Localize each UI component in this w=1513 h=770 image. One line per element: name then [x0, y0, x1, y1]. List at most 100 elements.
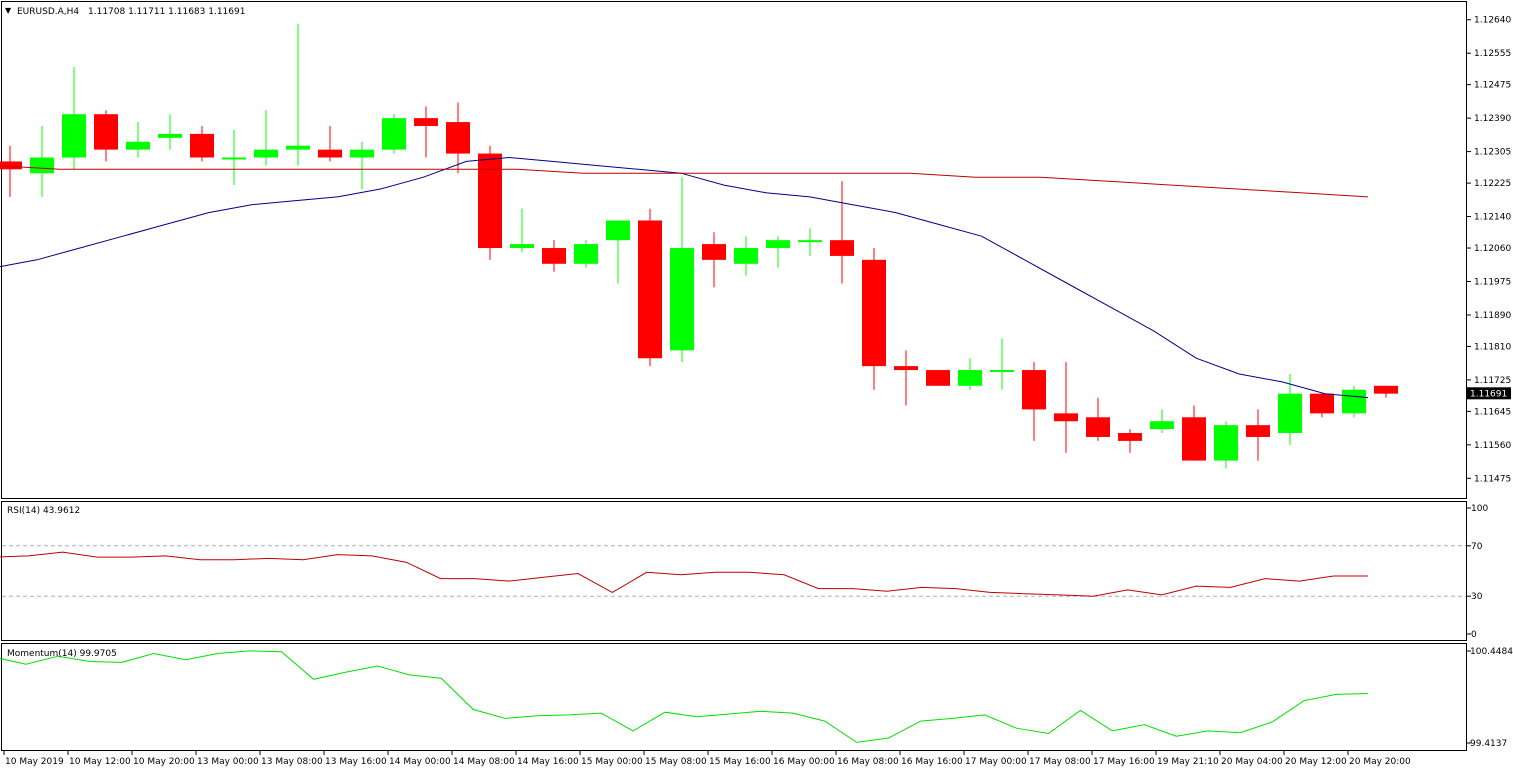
current-price-marker — [1467, 387, 1511, 400]
price-axis-label: 1.11890 — [1474, 311, 1511, 321]
time-axis-label: 16 May 08:00 — [837, 757, 899, 767]
time-axis-label: 19 May 21:10 — [1157, 757, 1219, 767]
candle-body — [1342, 389, 1366, 414]
candle-body — [190, 133, 214, 158]
time-axis-label: 20 May 20:00 — [1349, 757, 1411, 767]
candle-body — [958, 370, 982, 386]
candle-body — [1150, 421, 1174, 430]
price-axis-label: 1.12225 — [1474, 179, 1511, 189]
price-axis-label: 1.12060 — [1474, 244, 1511, 254]
price-layer — [0, 23, 1398, 469]
candle-body — [1246, 425, 1270, 437]
candle-body — [638, 220, 662, 359]
time-axis-label: 17 May 08:00 — [1029, 757, 1091, 767]
candle-body — [862, 259, 886, 367]
candle-body — [1022, 370, 1046, 410]
momentum-layer — [0, 650, 1369, 743]
candle-body — [670, 248, 694, 351]
candle-body — [702, 244, 726, 260]
collapse-triangle-icon[interactable]: ▼ — [5, 6, 12, 15]
candle-body — [30, 157, 54, 174]
time-axis-label: 20 May 04:00 — [1221, 757, 1283, 767]
time-axis-label: 15 May 16:00 — [709, 757, 771, 767]
candle-body — [478, 153, 502, 249]
price-axis-label: 1.11560 — [1474, 441, 1511, 451]
candle-body — [1118, 433, 1142, 441]
candle-body — [286, 145, 310, 150]
time-axis-label: 17 May 00:00 — [965, 757, 1027, 767]
slow-ma-line — [0, 165, 1369, 198]
momentum-line — [0, 650, 1369, 743]
time-axis-label: 16 May 00:00 — [773, 757, 835, 767]
candle-body — [1278, 393, 1302, 434]
candle-body — [606, 220, 630, 241]
price-axis-label: 1.11725 — [1474, 376, 1511, 386]
candle-body — [990, 370, 1014, 373]
price-axis-label: 1.11975 — [1474, 277, 1511, 287]
time-axis-label: 17 May 16:00 — [1093, 757, 1155, 767]
time-axis-label: 10 May 20:00 — [133, 757, 195, 767]
candle-body — [574, 244, 598, 264]
candle-body — [62, 114, 86, 158]
price-axis-label: 1.11810 — [1474, 342, 1511, 352]
candle-body — [830, 240, 854, 256]
current-price-label: 1.11691 — [1470, 389, 1507, 399]
time-axis-label: 13 May 08:00 — [261, 757, 323, 767]
candle-body — [94, 114, 118, 150]
rsi-axis-label: 100 — [1471, 504, 1488, 514]
candle-body — [766, 240, 790, 249]
candle-body — [126, 141, 150, 150]
candle-body — [926, 370, 950, 386]
candle-body — [446, 122, 470, 154]
rsi-axis-label: 30 — [1471, 592, 1483, 602]
candle-body — [1086, 417, 1110, 437]
time-axis-label: 13 May 16:00 — [325, 757, 387, 767]
price-axis-label: 1.12555 — [1474, 49, 1511, 59]
rsi-layer — [0, 545, 1466, 597]
candle-body — [1182, 417, 1206, 461]
time-axis-label: 14 May 16:00 — [517, 757, 579, 767]
candle-body — [734, 248, 758, 264]
price-axis-label: 1.12390 — [1474, 114, 1511, 124]
price-axis-label: 1.12640 — [1474, 16, 1511, 26]
candle-body — [414, 118, 438, 127]
candle-body — [1054, 413, 1078, 422]
price-axis-label: 1.12305 — [1474, 148, 1511, 158]
price-axis-label: 1.12140 — [1474, 213, 1511, 223]
candle-body — [894, 366, 918, 371]
time-axis-label: 15 May 08:00 — [645, 757, 707, 767]
candle-body — [798, 240, 822, 243]
time-axis-label: 10 May 12:00 — [69, 757, 131, 767]
price-axis-label: 1.11475 — [1474, 474, 1511, 484]
time-axis-label: 15 May 00:00 — [581, 757, 643, 767]
momentum-axis-label: 99.4137 — [1470, 739, 1507, 749]
candle-body — [1214, 425, 1238, 461]
candle-body — [510, 244, 534, 249]
candle-body — [542, 248, 566, 264]
rsi-axis-label: 0 — [1471, 630, 1477, 640]
symbol-label: EURUSD.A,H4 — [17, 7, 79, 17]
momentum-axis-label: 100.4484 — [1470, 647, 1513, 657]
candle-body — [350, 149, 374, 158]
time-axis-label: 16 May 16:00 — [901, 757, 963, 767]
candle-body — [1310, 393, 1334, 414]
momentum-pane[interactable] — [1, 643, 1467, 751]
candle-body — [318, 149, 342, 158]
candle-body — [1374, 385, 1398, 394]
candle-body — [222, 157, 246, 160]
candle-body — [254, 149, 278, 158]
candle-body — [158, 133, 182, 138]
momentum-title: Momentum(14) 99.9705 — [7, 649, 117, 659]
time-axis-label: 14 May 00:00 — [389, 757, 451, 767]
axis-layer: 1.12640 1.12555 1.12475 1.12390 1.12305 1.122… — [3, 16, 1513, 767]
rsi-title: RSI(14) 43.9612 — [7, 506, 80, 516]
time-axis-label: 10 May 2019 — [5, 757, 64, 767]
price-axis-label: 1.12475 — [1474, 81, 1511, 91]
time-axis-label: 13 May 00:00 — [197, 757, 259, 767]
candle-body — [0, 161, 22, 170]
time-axis-label: 14 May 08:00 — [453, 757, 515, 767]
price-axis-label: 1.11645 — [1474, 407, 1511, 417]
rsi-pane[interactable] — [1, 501, 1467, 641]
rsi-axis-label: 70 — [1471, 542, 1483, 552]
